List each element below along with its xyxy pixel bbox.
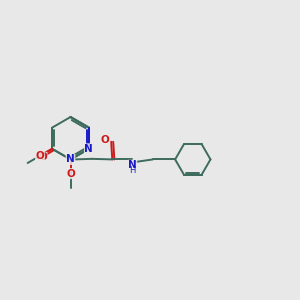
Text: N: N	[66, 154, 75, 164]
Text: N: N	[128, 160, 137, 170]
Text: H: H	[129, 166, 136, 175]
Text: N: N	[85, 144, 93, 154]
Text: O: O	[38, 152, 47, 162]
Text: O: O	[35, 151, 44, 161]
Text: O: O	[101, 135, 110, 145]
Text: O: O	[66, 169, 75, 178]
